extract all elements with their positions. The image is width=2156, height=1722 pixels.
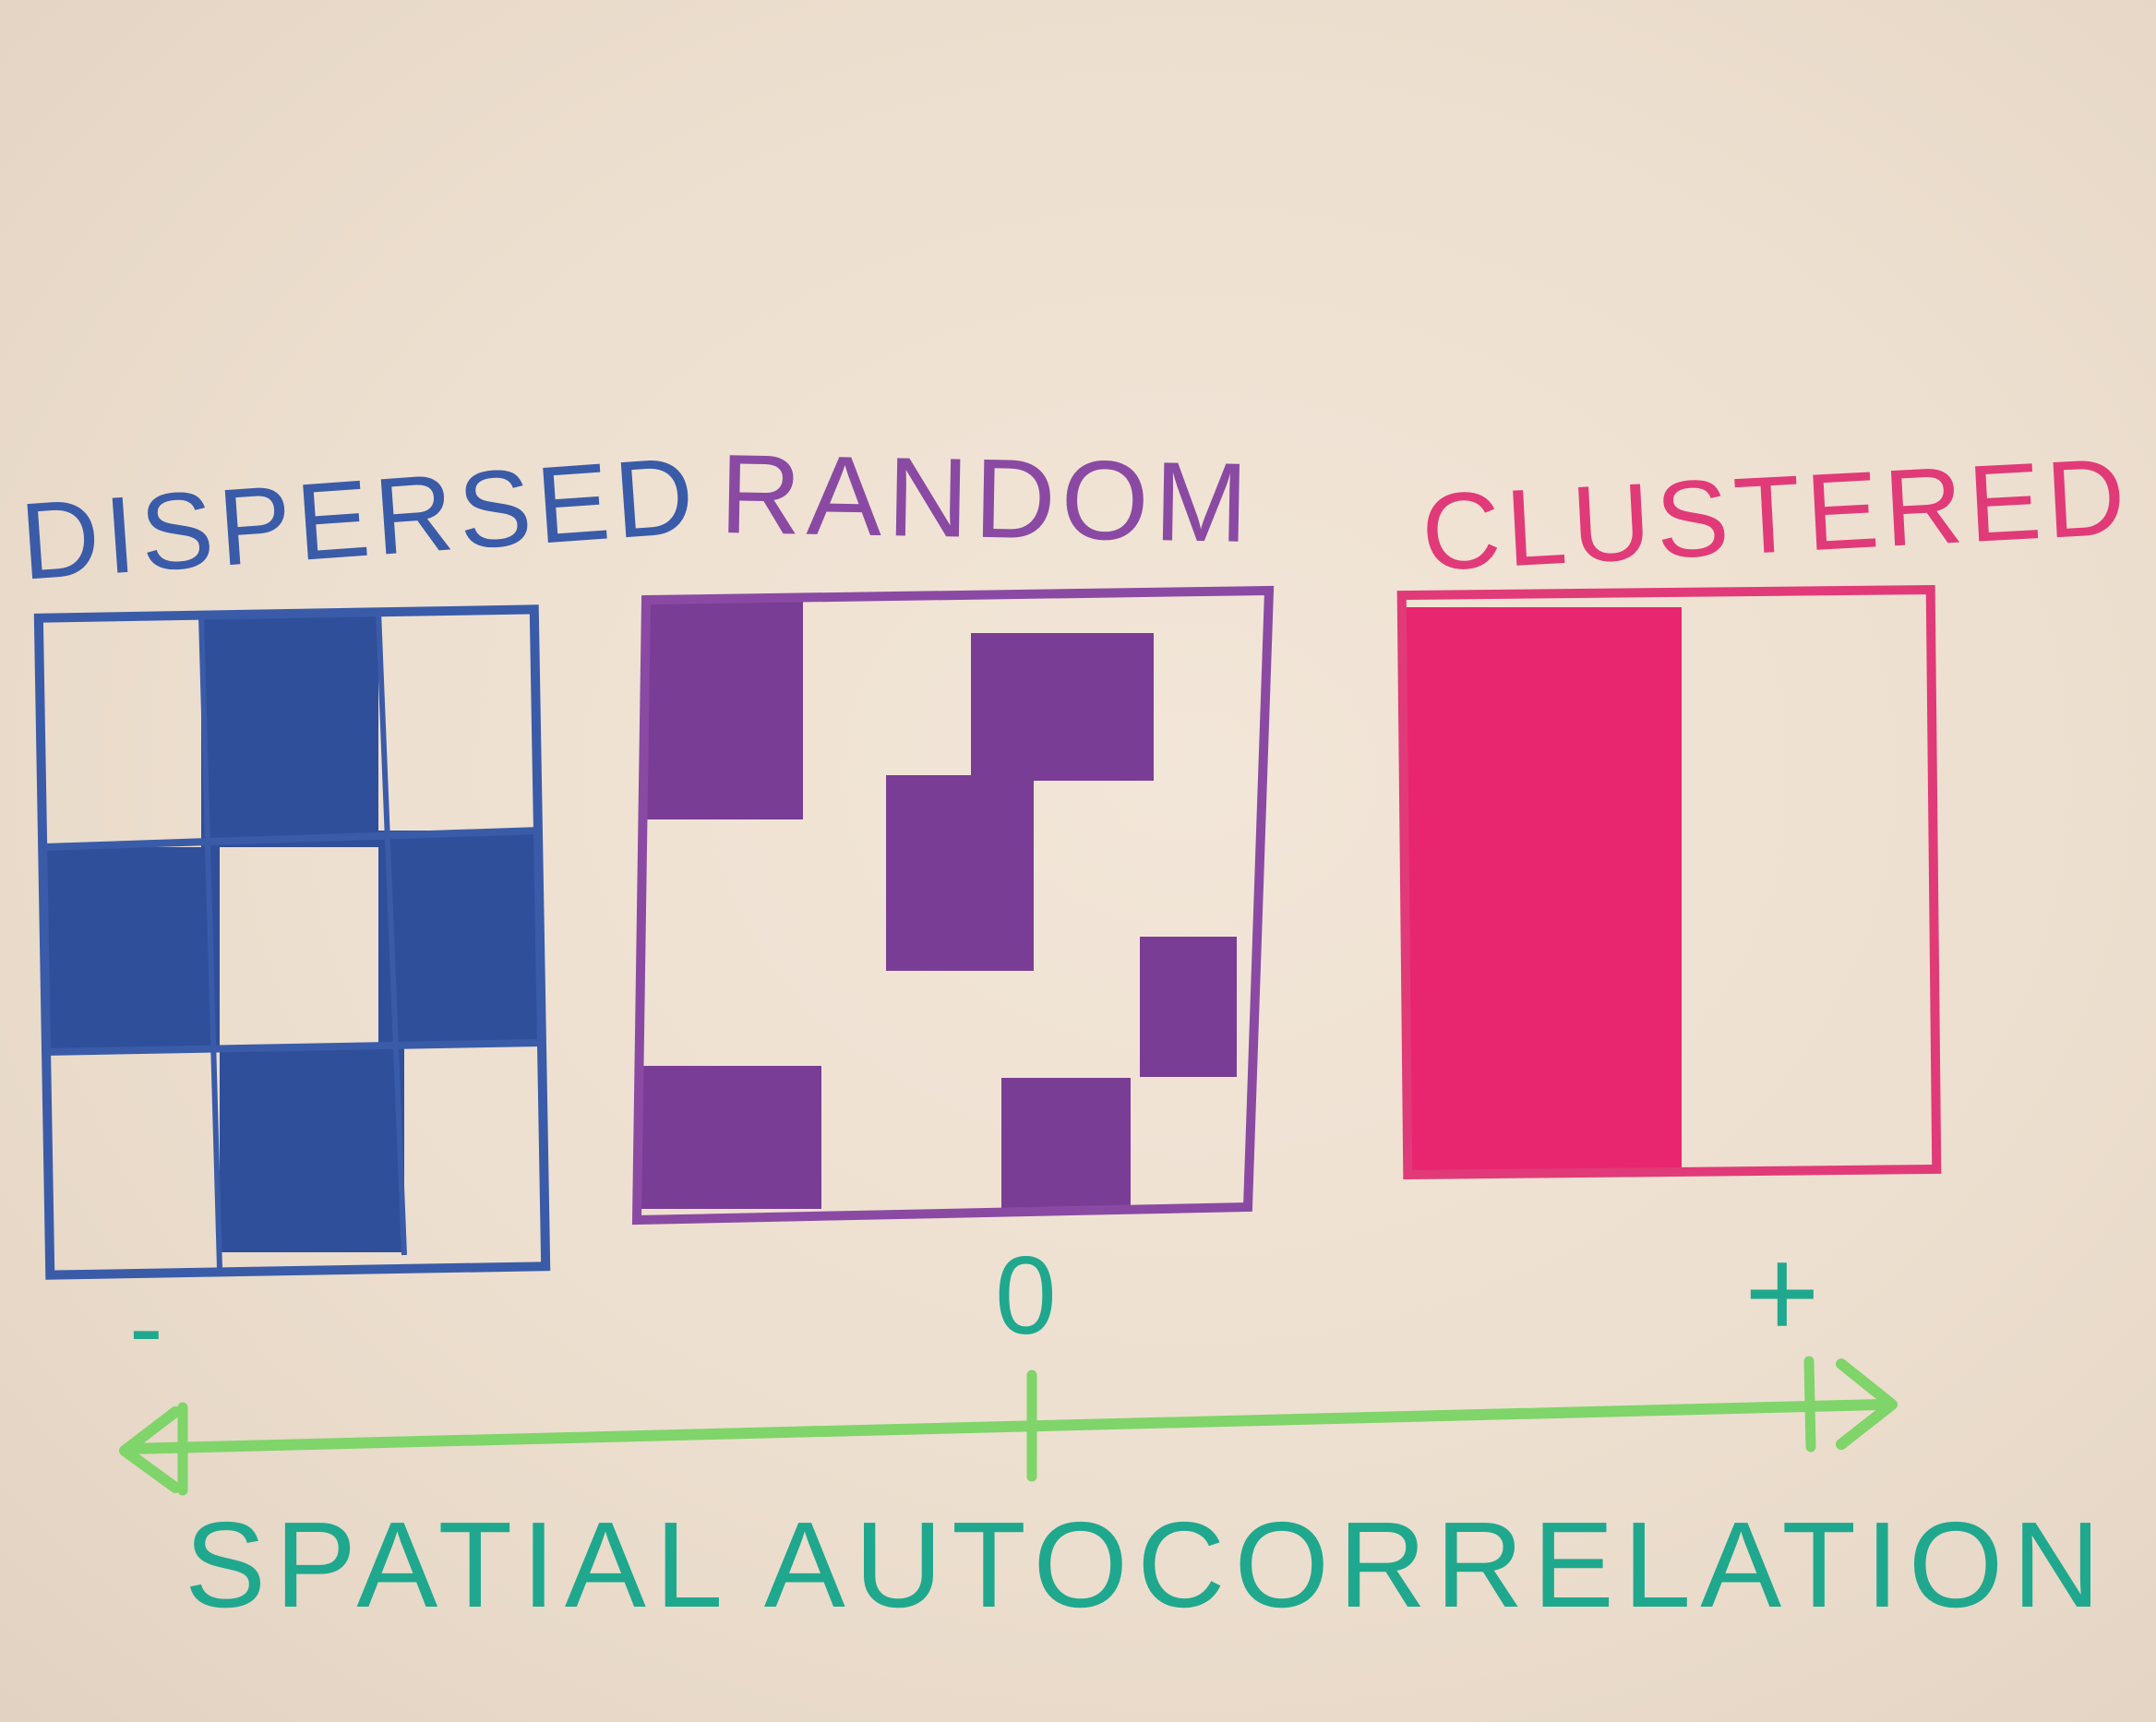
scale-arrow-right (1836, 1358, 1898, 1450)
dispersed-gridline (43, 1039, 541, 1056)
dispersed-cell-r2c1 (44, 847, 220, 1050)
autocorrelation-scale (119, 1356, 1898, 1496)
random-cell (971, 633, 1154, 781)
dispersed-gridline (43, 827, 541, 851)
random-label: RANDOM (718, 430, 1255, 567)
scale-positive-label: + (1744, 1220, 1826, 1365)
dispersed-cell-r3c2 (220, 1047, 404, 1252)
random-cell (641, 1066, 821, 1209)
diagram-title: SPATIAL AUTOCORRELATION (185, 1497, 2110, 1632)
dispersed-cell-r2c3 (378, 831, 540, 1045)
random-border (631, 585, 1275, 1226)
dispersed-gridline (198, 616, 222, 1270)
random-cell (1140, 937, 1237, 1077)
clustered-grid (1396, 584, 1942, 1180)
clustered-border (1396, 584, 1942, 1180)
scale-negative-label: - (129, 1271, 169, 1384)
random-cell (646, 600, 803, 819)
scale-tick-positive (1803, 1356, 1816, 1453)
random-grid (631, 585, 1275, 1226)
scale-zero-label: 0 (995, 1234, 1062, 1357)
dispersed-cell-r1c2 (201, 616, 378, 847)
clustered-filled-block (1405, 607, 1682, 1172)
scale-arrow-left (119, 1406, 181, 1493)
dispersed-grid (33, 604, 551, 1280)
dispersed-gridline (376, 610, 407, 1256)
dispersed-border (33, 604, 551, 1280)
random-cell (1001, 1078, 1131, 1209)
random-cell (886, 775, 1034, 971)
scale-axis-line (124, 1399, 1888, 1454)
